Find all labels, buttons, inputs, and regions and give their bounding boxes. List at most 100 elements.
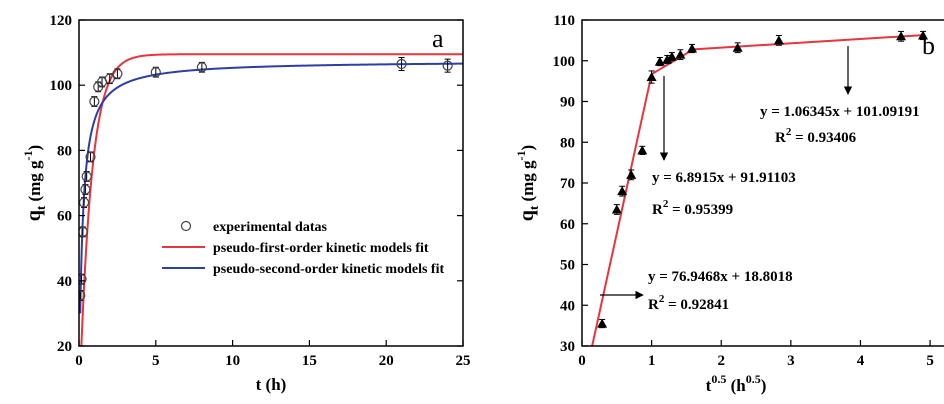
y-tick-label: 20 — [57, 339, 72, 355]
y-tick-label: 40 — [57, 274, 72, 290]
panel-a-xlabel: t (h) — [256, 375, 287, 394]
panel-a-legend: experimental datas pseudo-first-order ki… — [162, 220, 444, 277]
y-tick-label: 100 — [553, 54, 576, 70]
data-point — [85, 151, 96, 163]
y-tick-label: 110 — [553, 13, 575, 29]
annotation-1-r2-sup: 2 — [786, 126, 792, 138]
data-point — [617, 186, 628, 196]
x-tick-label: 15 — [302, 353, 317, 369]
data-point — [637, 145, 648, 155]
data-point — [81, 171, 92, 182]
series-line-segment-2-fit — [651, 48, 694, 76]
series-line-segment-1-fit — [591, 73, 653, 346]
y-tick-label: 90 — [560, 95, 575, 111]
series-line-segment-3-fit — [693, 34, 924, 51]
x-tick-label: 20 — [379, 353, 394, 369]
panel-b-xlabel-unit: (h — [726, 376, 746, 395]
panel-a-ticks: 0 5 10 15 20 25 20 40 60 80 100 120 — [50, 13, 471, 369]
annotation-2-r2-label: R — [652, 202, 663, 218]
legend-label-experimental: experimental datas — [213, 220, 327, 235]
annotation-1-r2-value: = 0.93406 — [791, 130, 856, 146]
data-point — [732, 42, 743, 52]
panel-a-ylabel-sup: -1 — [21, 150, 35, 160]
data-point — [666, 51, 677, 61]
legend-marker-experimental — [180, 220, 192, 232]
x-tick-label: 5 — [152, 353, 160, 369]
annotation-3-r2-value: = 0.92841 — [664, 297, 729, 313]
panel-b-ylabel-main: q — [516, 210, 538, 221]
y-tick-label: 60 — [57, 209, 72, 225]
data-point — [79, 290, 86, 301]
y-tick-label: 80 — [560, 135, 575, 151]
data-point — [79, 226, 88, 237]
panel-b-ylabel-close: ) — [518, 145, 537, 151]
annotation-2-r2-sup: 2 — [663, 198, 669, 210]
panel-b-ticks: 0 1 2 3 4 5 30 40 50 60 70 80 90 100 110 — [553, 13, 934, 369]
x-tick-label: 2 — [717, 353, 725, 369]
data-point — [597, 318, 608, 328]
y-tick-label: 30 — [560, 339, 575, 355]
panel-a-ylabel-unit: (mg g — [25, 160, 44, 206]
y-tick-label: 120 — [50, 13, 73, 29]
data-point — [611, 204, 622, 214]
panel-a-ylabel-close: ) — [25, 145, 44, 151]
panel-b-label: b — [922, 31, 935, 60]
annotation-1-equation: y = 1.06345x + 101.09191 — [760, 104, 920, 120]
panel-b-xlabel-sup: 0.5 — [711, 372, 726, 386]
panel-a-label: a — [432, 24, 444, 53]
panel-b-series — [591, 30, 929, 346]
data-point — [89, 96, 100, 107]
annotation-2-r2: R2 = 0.95399 — [652, 198, 733, 218]
data-point — [918, 30, 929, 40]
x-tick-label: 5 — [926, 353, 934, 369]
y-tick-label: 80 — [57, 143, 72, 159]
panel-b-xlabel-main: t — [706, 376, 712, 395]
x-tick-label: 25 — [456, 353, 471, 369]
panel-a-chart: 0 5 10 15 20 25 20 40 60 80 100 120 a t (h) qt (mg … — [21, 13, 471, 394]
annotation-3-r2: R2 = 0.92841 — [648, 293, 729, 313]
y-tick-label: 60 — [560, 217, 575, 233]
legend-label-first-order: pseudo-first-order kinetic models fit — [213, 241, 429, 256]
panel-a-ylabel-sub: t — [33, 205, 48, 210]
panel-b-ylabel-unit: (mg g — [518, 160, 537, 206]
x-tick-label: 10 — [225, 353, 240, 369]
annotation-3-r2-label: R — [648, 297, 659, 313]
data-point — [80, 184, 91, 195]
data-point — [626, 169, 637, 179]
panel-a-ylabel-main: q — [23, 210, 45, 221]
y-tick-label: 70 — [560, 176, 575, 192]
annotation-2-r2-value: = 0.95399 — [668, 202, 733, 218]
panel-a-ylabel: qt (mg g-1) — [21, 145, 48, 221]
panel-b-xlabel-close: ) — [761, 376, 767, 395]
annotation-3-equation: y = 76.9468x + 18.8018 — [648, 269, 793, 285]
data-point — [773, 35, 784, 45]
series-line-pseudo-second-order-kinetic-models-fit — [79, 62, 463, 314]
legend-label-second-order: pseudo-second-order kinetic models fit — [213, 262, 444, 277]
panel-a-frame — [78, 19, 464, 347]
data-point — [442, 60, 453, 71]
data-point — [396, 58, 407, 70]
annotation-1-r2: R2 = 0.93406 — [775, 126, 857, 146]
data-point — [112, 68, 123, 79]
annotation-1-r2-label: R — [775, 130, 786, 146]
panel-b-xlabel: t0.5 (h0.5) — [706, 372, 767, 395]
panel-b-ylabel-sup: -1 — [514, 150, 528, 160]
data-point — [646, 72, 657, 82]
data-point — [662, 54, 673, 64]
panel-a-series — [79, 53, 463, 346]
x-tick-label: 0 — [578, 353, 586, 369]
annotation-2-equation: y = 6.8915x + 91.91103 — [652, 170, 796, 186]
data-point — [896, 31, 907, 41]
data-point — [675, 49, 686, 59]
x-tick-label: 3 — [787, 353, 795, 369]
annotation-3-r2-sup: 2 — [659, 293, 665, 305]
panel-b-xlabel-sup2: 0.5 — [746, 372, 761, 386]
data-point — [654, 56, 665, 66]
x-tick-label: 0 — [75, 353, 83, 369]
data-point — [104, 73, 115, 84]
x-tick-label: 1 — [648, 353, 656, 369]
series-line-pseudo-first-order-kinetic-models-fit — [80, 53, 463, 346]
panel-b-ylabel: qt (mg g-1) — [514, 145, 541, 221]
